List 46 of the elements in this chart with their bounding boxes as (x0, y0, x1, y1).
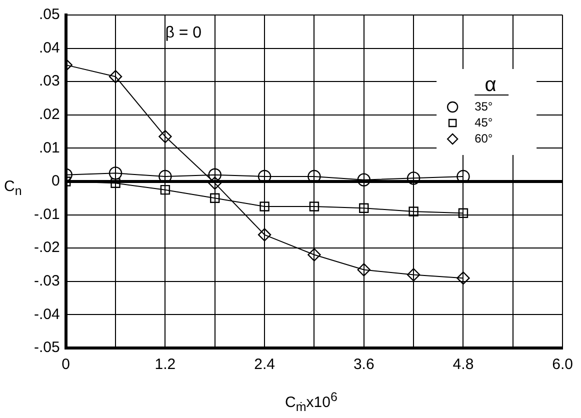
point (208, 168, 222, 182)
point (208, 176, 222, 190)
point (357, 263, 370, 276)
point (158, 130, 172, 144)
y-tick-label: -.01 (34, 206, 60, 223)
point (158, 170, 172, 184)
point (456, 170, 470, 184)
y-tick-label: .03 (38, 72, 60, 90)
x-tick-label: 6.0 (552, 356, 574, 374)
point (210, 193, 220, 203)
point (359, 203, 369, 213)
x-tick-label: 4.8 (452, 356, 474, 374)
point (260, 202, 270, 212)
y-tick-label: -.04 (34, 306, 60, 323)
point (458, 208, 468, 218)
y-tick-label: .04 (38, 39, 60, 56)
point (308, 170, 321, 184)
point (456, 271, 470, 285)
point (357, 173, 370, 186)
point (408, 206, 418, 216)
y-tick-label: 0 (52, 172, 60, 190)
y-tick-label: .05 (38, 6, 60, 24)
point (108, 70, 122, 84)
x-tick-label: 2.4 (254, 356, 275, 374)
y-tick-label: -.02 (34, 239, 60, 256)
legend-label: 60° (474, 131, 493, 146)
point (406, 172, 420, 185)
point (406, 268, 420, 282)
x-axis-title: C$_{ṁ}$x10$^{6}$ (285, 390, 338, 414)
y-axis-title: C$_{n}$ (4, 178, 22, 198)
y-tick-label: .02 (38, 106, 60, 124)
y-tick-label: -.03 (34, 272, 60, 290)
y-tick-label: -.05 (34, 339, 60, 356)
legend-title: α (484, 74, 496, 96)
legend-label: 35° (474, 99, 493, 114)
legend-label: 45° (474, 115, 493, 130)
x-tick-label: 1.2 (154, 356, 176, 374)
x-tick-label: 3.6 (353, 356, 374, 374)
point (309, 202, 320, 212)
point (108, 166, 122, 180)
point (160, 184, 170, 195)
y-tick-label: .01 (38, 139, 60, 156)
point (258, 228, 272, 242)
point (110, 178, 120, 188)
annotation: β = 0 (165, 24, 202, 42)
point (308, 248, 321, 262)
